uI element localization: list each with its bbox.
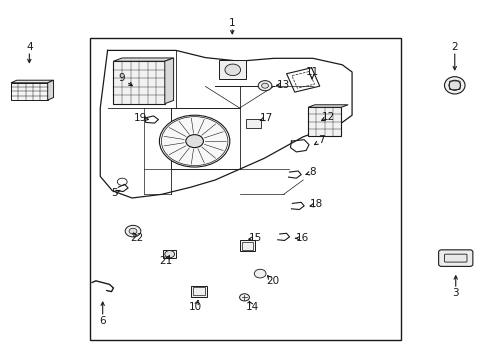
Polygon shape [48,80,54,100]
Circle shape [261,83,268,88]
Text: 5: 5 [111,188,118,198]
FancyBboxPatch shape [444,254,466,262]
Circle shape [185,135,203,148]
Ellipse shape [448,80,460,90]
Text: 15: 15 [248,233,262,243]
Text: 2: 2 [450,42,457,52]
Text: 3: 3 [451,288,458,298]
Bar [241,242,253,250]
Text: 21: 21 [159,256,173,266]
Polygon shape [164,58,173,104]
Text: 19: 19 [134,113,147,123]
Circle shape [159,115,229,167]
Text: 14: 14 [245,302,259,312]
Text: 10: 10 [189,302,202,312]
Text: 17: 17 [259,113,273,123]
Text: 13: 13 [276,80,290,90]
Bar [190,286,207,297]
Bar [239,240,255,251]
Circle shape [224,64,240,76]
Polygon shape [11,83,48,100]
Polygon shape [11,80,54,83]
Text: 1: 1 [228,18,235,28]
Polygon shape [113,58,173,61]
Ellipse shape [444,77,464,94]
Text: 18: 18 [309,199,323,210]
FancyBboxPatch shape [438,250,472,266]
Bar [307,107,341,136]
Circle shape [258,81,271,91]
Bar [90,38,400,340]
Bar [219,60,245,79]
Circle shape [239,294,249,301]
Bar [246,119,261,128]
Polygon shape [307,105,347,107]
Text: 7: 7 [317,135,324,145]
Text: 22: 22 [129,233,143,243]
Text: 8: 8 [309,167,316,177]
Bar [163,250,176,258]
Text: 12: 12 [321,112,335,122]
Text: 6: 6 [99,316,106,326]
Circle shape [254,269,265,278]
Circle shape [125,225,141,237]
Bar [192,287,205,295]
Text: 4: 4 [26,42,33,52]
Text: 16: 16 [295,233,308,243]
Text: 11: 11 [305,67,318,77]
Text: 9: 9 [118,73,124,83]
Text: 20: 20 [265,276,278,286]
Circle shape [129,228,137,234]
Bar [113,61,164,104]
Circle shape [164,251,174,258]
